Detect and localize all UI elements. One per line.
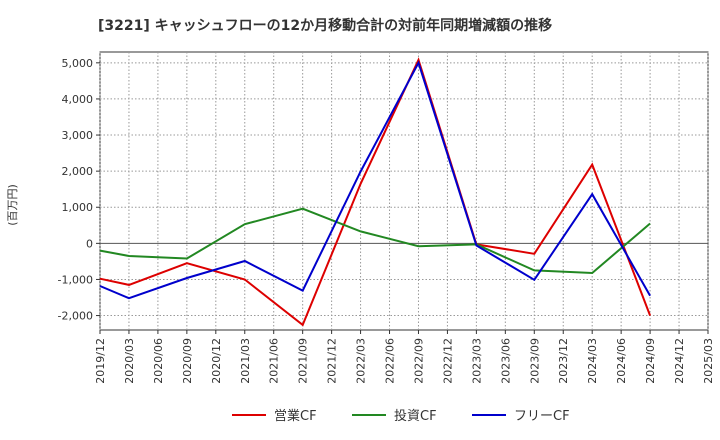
y-tick-label: -1,000 — [58, 273, 93, 286]
x-tick-label: 2025/03 — [702, 338, 715, 384]
x-axis: 2019/12 2020/03 2020/06 2020/09 2020/12 2021/… — [94, 330, 715, 384]
x-tick-label: 2023/12 — [557, 338, 570, 384]
y-axis-label: (百万円) — [6, 184, 19, 226]
y-tick-label: 5,000 — [62, 57, 94, 70]
x-tick-label: 2023/09 — [528, 338, 541, 384]
x-tick-label: 2020/03 — [123, 338, 136, 384]
legend-label: 投資CF — [394, 408, 437, 424]
x-tick-label: 2024/12 — [673, 338, 686, 384]
y-tick-label: 2,000 — [62, 165, 94, 178]
legend-label: フリーCF — [514, 409, 570, 424]
y-tick-label: 3,000 — [62, 129, 94, 142]
grid — [99, 52, 709, 330]
x-tick-label: 2021/06 — [268, 338, 281, 384]
y-tick-label: 0 — [86, 237, 93, 250]
x-tick-label: 2021/09 — [297, 338, 310, 384]
x-tick-label: 2020/06 — [152, 338, 165, 384]
y-tick-label: 1,000 — [62, 201, 94, 214]
legend-label: 営業CF — [274, 408, 317, 424]
x-tick-label: 2022/03 — [355, 338, 368, 384]
series-lines — [99, 57, 652, 327]
x-tick-label: 2020/09 — [181, 338, 194, 384]
x-tick-label: 2021/03 — [239, 338, 252, 384]
y-axis: -2,000 -1,000 0 1,000 2,000 3,000 4,000 5,000 — [58, 57, 100, 323]
legend: 営業CF 投資CF フリーCF — [232, 408, 570, 424]
x-tick-label: 2022/09 — [412, 338, 425, 384]
x-tick-label: 2023/03 — [470, 338, 483, 384]
x-tick-label: 2022/06 — [384, 338, 397, 384]
series-line — [99, 57, 652, 327]
x-tick-label: 2021/12 — [326, 338, 339, 384]
chart-title: [3221] キャッシュフローの12か月移動合計の対前年同期増減額の推移 — [98, 17, 552, 34]
x-tick-label: 2024/09 — [644, 338, 657, 384]
series-line — [99, 207, 651, 275]
x-tick-label: 2019/12 — [94, 338, 107, 384]
y-tick-label: 4,000 — [62, 93, 94, 106]
x-tick-label: 2022/12 — [441, 338, 454, 384]
y-tick-label: -2,000 — [58, 310, 93, 323]
x-tick-label: 2023/06 — [499, 338, 512, 384]
series-line — [99, 60, 651, 300]
x-tick-label: 2024/03 — [586, 338, 599, 384]
x-tick-label: 2020/12 — [210, 338, 223, 384]
x-tick-label: 2024/06 — [615, 338, 628, 384]
plot-area — [99, 51, 709, 331]
